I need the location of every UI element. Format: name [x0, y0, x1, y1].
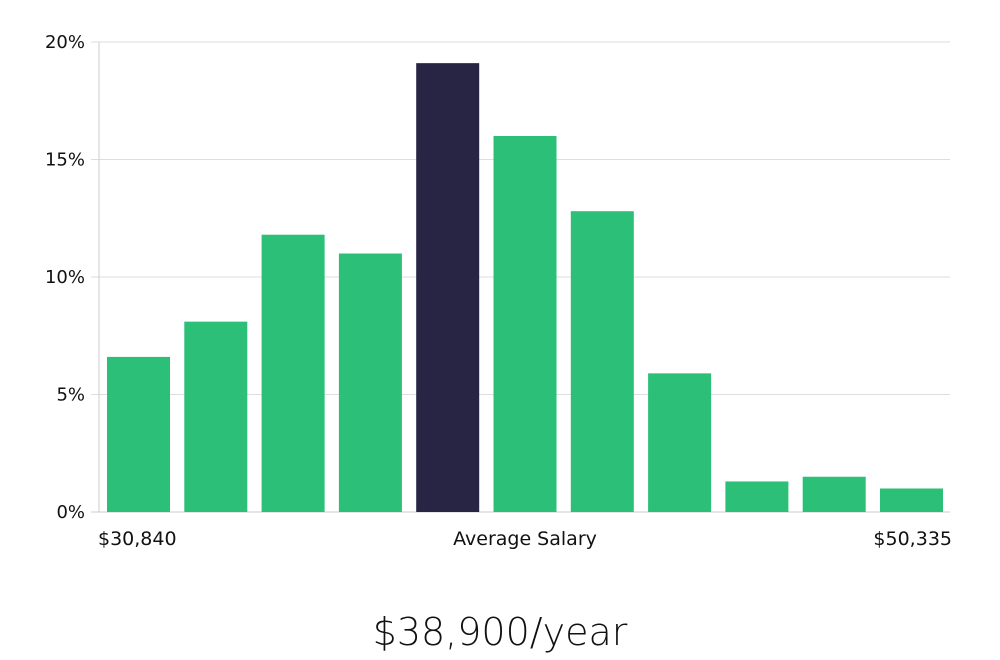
- bar: [261, 234, 325, 512]
- bar: [570, 211, 634, 512]
- bar: [880, 488, 943, 512]
- y-tick-label: 15%: [45, 150, 85, 171]
- bar: [725, 481, 789, 512]
- x-axis-label: Average Salary: [453, 528, 597, 550]
- y-tick-label: 10%: [45, 267, 85, 288]
- bar: [107, 356, 170, 512]
- bar: [493, 136, 557, 512]
- bars: [107, 63, 943, 513]
- y-tick-label: 20%: [45, 32, 85, 53]
- bar: [648, 373, 712, 512]
- y-tick-label: 5%: [56, 385, 85, 406]
- bar: [338, 253, 402, 512]
- y-tick-label: 0%: [56, 502, 85, 523]
- bar: [184, 321, 248, 512]
- x-max-salary-label: $50,335: [873, 528, 952, 550]
- y-axis-ticks: 0% 5% 10% 15% 20%: [45, 32, 85, 523]
- x-min-salary-label: $30,840: [98, 528, 177, 550]
- bar: [802, 476, 866, 512]
- salary-histogram: 0% 5% 10% 15% 20%: [45, 32, 950, 523]
- bar-average: [416, 63, 480, 513]
- average-salary-value: $38,900/year: [372, 610, 628, 654]
